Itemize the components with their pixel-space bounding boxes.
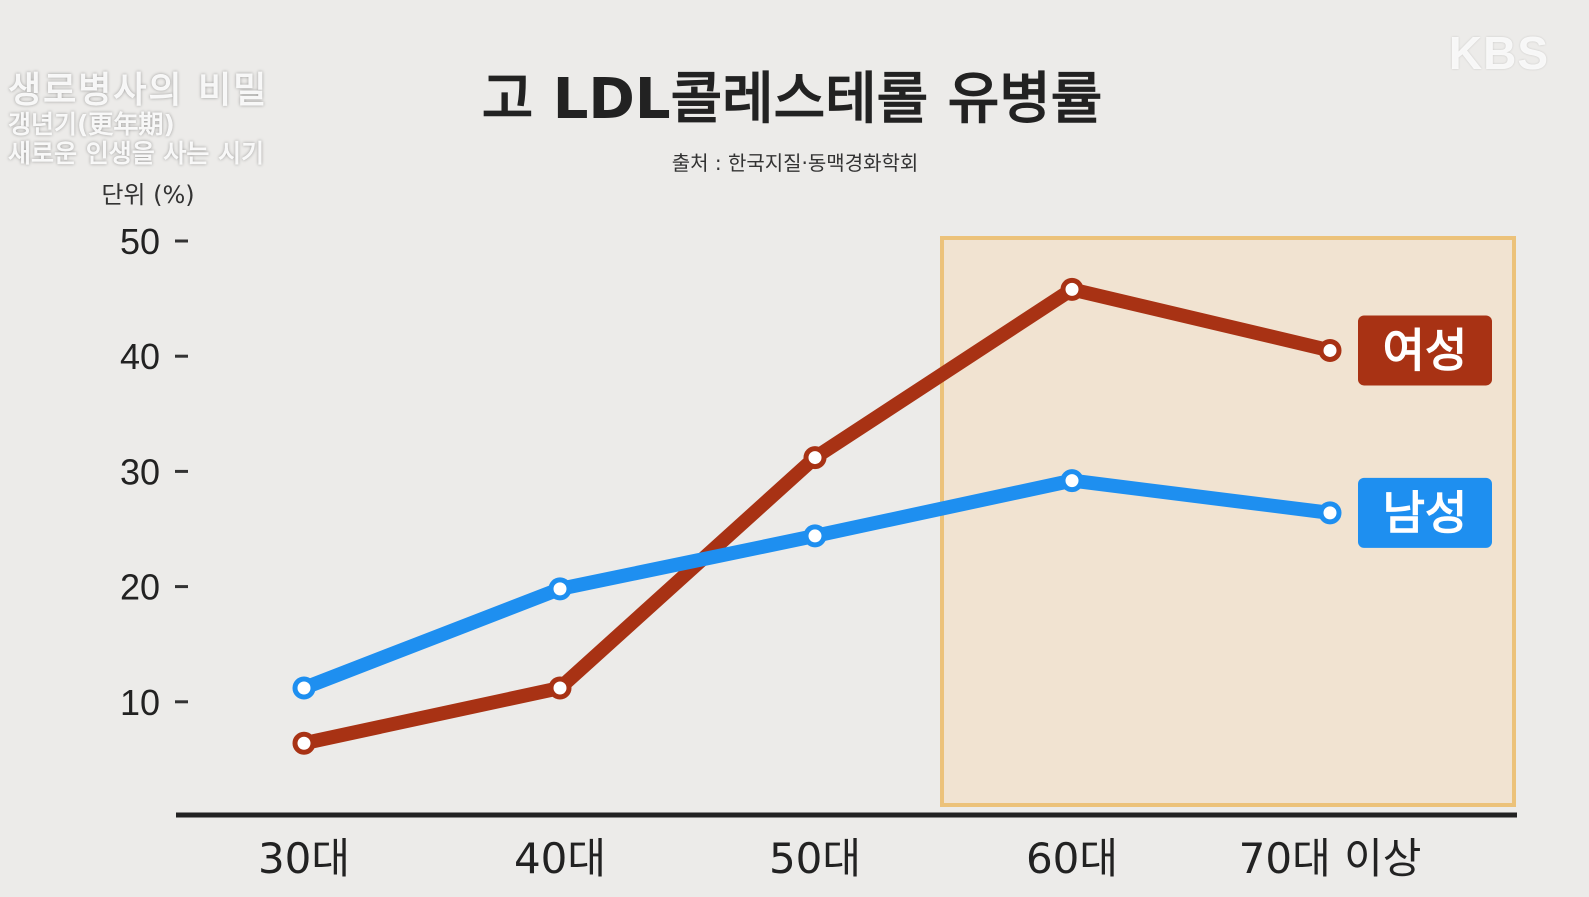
legend-badge (1358, 315, 1492, 386)
data-point (292, 731, 316, 755)
y-tick-label: 20 (120, 567, 160, 608)
program-subtitle-line1: 갱년기(更年期) (8, 110, 175, 140)
y-tick-label: 30 (120, 451, 160, 492)
y-tick-label: 40 (120, 336, 160, 377)
chart-source: 출처 : 한국지질·동맥경화학회 (672, 151, 919, 175)
data-point (803, 446, 827, 470)
y-tick-label: 10 (120, 682, 160, 723)
y-tick-label: 50 (120, 221, 160, 262)
legend-label: 여성 (1383, 323, 1468, 377)
data-point (1318, 338, 1342, 362)
x-category-label: 30대 (258, 834, 350, 883)
x-category-label: 50대 (769, 834, 861, 883)
unit-label: 단위 (%) (101, 181, 194, 209)
legend-label: 남성 (1383, 486, 1468, 540)
x-category-label: 40대 (514, 834, 606, 883)
x-category-label: 60대 (1026, 834, 1118, 883)
data-point (803, 524, 827, 548)
data-point (292, 676, 316, 700)
chart-title: 고 LDL콜레스테롤 유병률 (482, 67, 1103, 132)
program-caption: 생로병사의 비밀 갱년기(更年期) 새로운 인생을 사는 시기 (8, 70, 298, 169)
program-subtitle-line2: 새로운 인생을 사는 시기 (8, 139, 265, 169)
data-point (1060, 469, 1084, 493)
data-point (548, 676, 572, 700)
data-point (548, 577, 572, 601)
data-point (1318, 501, 1342, 525)
kbs-logo: KBS (1448, 27, 1549, 79)
program-title: 생로병사의 비밀 (8, 70, 269, 111)
x-category-label: 70대 이상 (1239, 834, 1422, 883)
data-point (1060, 277, 1084, 301)
legend-badge (1358, 477, 1492, 548)
